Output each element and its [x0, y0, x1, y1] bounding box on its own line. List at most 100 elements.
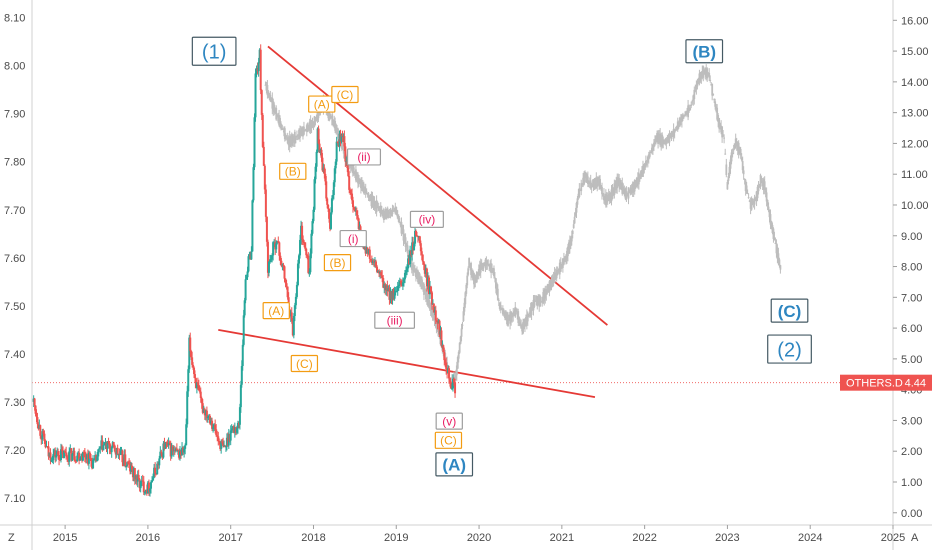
candle — [245, 277, 248, 280]
grey-candle — [673, 129, 676, 133]
grey-candle — [293, 131, 296, 144]
candle — [425, 268, 428, 287]
grey-candle — [362, 183, 365, 193]
grey-candle — [296, 135, 298, 137]
grey-candle — [763, 181, 766, 191]
candle — [70, 448, 73, 461]
grey-candle — [268, 93, 271, 98]
left-axis-tick-label: 7.90 — [4, 109, 25, 121]
candle — [403, 272, 406, 280]
grey-candle — [510, 311, 513, 322]
candle — [199, 391, 202, 398]
grey-candle — [435, 322, 438, 329]
grey-candle — [303, 129, 306, 131]
candle — [201, 403, 204, 413]
candle — [273, 242, 276, 244]
grey-candle — [351, 164, 354, 174]
grey-candle — [368, 196, 371, 199]
grey-candle — [387, 211, 390, 214]
grey-candle — [643, 164, 645, 173]
grey-candle — [711, 83, 714, 96]
grey-candle — [712, 94, 715, 96]
grey-candle — [363, 186, 366, 193]
grey-candle — [403, 235, 406, 242]
candle — [205, 410, 208, 419]
grey-candle — [463, 302, 466, 312]
grey-candle — [381, 210, 384, 217]
grey-candle — [616, 177, 619, 189]
grey-candle — [489, 264, 492, 270]
candle — [43, 433, 46, 442]
candle — [116, 447, 119, 455]
candle — [51, 460, 54, 462]
candle — [378, 271, 381, 274]
grey-candle — [636, 177, 639, 184]
grey-candle — [536, 295, 539, 307]
grey-candle — [576, 198, 579, 205]
grey-candle — [402, 229, 405, 241]
grey-candle — [526, 313, 529, 322]
candle — [98, 448, 101, 450]
candle — [256, 68, 259, 72]
grey-candle — [687, 105, 689, 118]
corner-right-label[interactable]: A — [911, 532, 919, 544]
grey-candle — [469, 264, 471, 268]
grey-candle — [627, 187, 630, 199]
grey-candle — [564, 257, 566, 263]
candle — [193, 374, 196, 379]
grey-candle — [766, 200, 769, 206]
candle — [66, 456, 69, 458]
grey-candle — [383, 213, 386, 215]
grey-candle — [527, 314, 530, 316]
grey-candle — [698, 73, 701, 84]
candle — [59, 459, 62, 461]
candle — [254, 73, 257, 118]
grey-candle — [764, 190, 767, 192]
grey-candle — [428, 301, 431, 309]
grey-candle — [590, 183, 593, 188]
candle — [88, 452, 91, 459]
candle — [73, 450, 76, 460]
grey-candle — [657, 132, 659, 144]
candle — [175, 448, 178, 451]
candle — [145, 489, 148, 494]
grey-candle — [654, 140, 656, 145]
grey-candle — [751, 202, 754, 204]
candle — [69, 448, 72, 452]
grey-candle — [270, 99, 273, 102]
grey-candle — [563, 258, 565, 265]
candle — [343, 136, 346, 147]
candle — [218, 441, 221, 443]
candle — [279, 255, 282, 261]
grey-candle — [553, 272, 556, 283]
grey-candle — [271, 97, 274, 109]
grey-candle — [670, 131, 673, 139]
candle — [265, 216, 268, 242]
grey-candle — [475, 271, 478, 283]
candle — [317, 128, 320, 144]
candle — [419, 243, 422, 252]
grey-candle — [674, 129, 677, 131]
candle — [324, 173, 327, 182]
candle — [278, 242, 281, 256]
grey-candle — [642, 165, 644, 177]
grey-candle — [496, 288, 499, 301]
candle — [93, 458, 96, 460]
grey-candle — [779, 265, 782, 270]
grey-candle — [369, 196, 372, 201]
grey-candle — [742, 170, 745, 175]
grey-candle — [294, 136, 297, 138]
grey-candle — [507, 314, 509, 326]
grey-candle — [718, 118, 721, 129]
wave-label-frame — [409, 210, 444, 228]
wave-label-text: (A) — [442, 455, 466, 474]
candle — [106, 441, 109, 449]
wave-label-frame — [262, 302, 290, 320]
grey-candle — [736, 142, 739, 151]
candle-series — [32, 44, 457, 497]
candle — [391, 289, 394, 300]
grey-candle — [684, 114, 686, 116]
candle — [143, 492, 146, 494]
right-axis-tick-label: 12.00 — [901, 138, 929, 150]
